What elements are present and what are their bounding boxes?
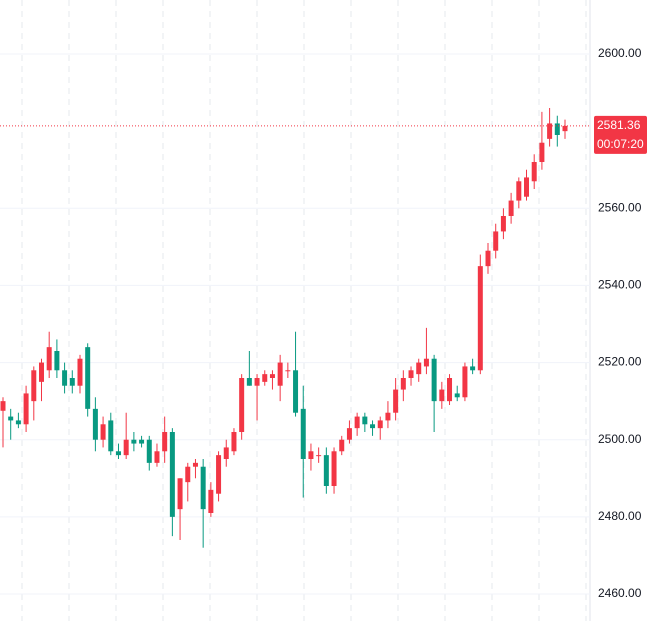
candle-body <box>139 439 145 444</box>
y-tick-label: 2520.00 <box>598 355 642 369</box>
candle-body <box>100 424 106 440</box>
candle-body <box>508 200 514 216</box>
candle-body <box>439 389 445 402</box>
y-tick-label: 2500.00 <box>598 432 642 446</box>
candle-body <box>92 408 98 440</box>
candle-body <box>362 416 368 425</box>
candle-body <box>400 378 406 390</box>
candle-body <box>423 358 429 367</box>
candle-body <box>154 451 160 463</box>
candle-body <box>0 401 6 411</box>
candle-body <box>131 439 137 444</box>
candle-body <box>15 420 21 425</box>
candle-body <box>370 424 376 429</box>
candle-body <box>254 378 260 386</box>
candle-body <box>146 439 152 463</box>
candle-body <box>331 451 337 486</box>
candle-body <box>77 358 83 386</box>
candle-body <box>169 432 175 517</box>
y-tick-label: 2480.00 <box>598 509 642 523</box>
candle-body <box>177 478 183 510</box>
candle-body <box>23 393 29 425</box>
candle-body <box>85 347 91 409</box>
candle-body <box>354 416 360 429</box>
candle-body <box>316 455 322 457</box>
candle-body <box>285 370 291 372</box>
y-tick-label: 2460.00 <box>598 586 642 600</box>
candle-body <box>123 439 129 456</box>
candle-body <box>477 266 483 371</box>
candle-body <box>223 447 229 459</box>
candle-body <box>346 428 352 440</box>
candle-body <box>547 123 553 139</box>
candle-body <box>54 351 60 371</box>
candle-body <box>231 432 237 452</box>
candle-body <box>46 347 52 371</box>
candle-body <box>185 466 191 483</box>
candle-body <box>192 462 198 467</box>
candle-body <box>62 370 68 386</box>
candle-body <box>277 362 283 386</box>
candle-body <box>377 420 383 429</box>
candle-body <box>31 370 37 402</box>
candle-body <box>246 378 252 386</box>
y-tick-label: 2540.00 <box>598 278 642 292</box>
candle-body <box>308 451 314 459</box>
y-tick-label: 2600.00 <box>598 46 642 60</box>
candle-body <box>416 362 422 375</box>
candle-body <box>8 416 14 421</box>
candle-body <box>539 142 545 162</box>
candle-body <box>524 177 530 197</box>
candle-body <box>485 250 491 267</box>
candle-body <box>323 455 329 486</box>
candle-body <box>554 123 560 135</box>
candle-body <box>216 455 222 494</box>
candle-body <box>470 366 476 371</box>
candle-body <box>385 412 391 421</box>
last-price-label: 2581.36 <box>597 118 641 132</box>
candle-body <box>300 408 306 459</box>
candle-body <box>69 378 75 386</box>
candle-body <box>500 216 506 232</box>
price-label-box <box>594 115 647 154</box>
candle-body <box>262 374 268 382</box>
candle-body <box>208 489 214 513</box>
candle-body <box>269 374 275 378</box>
y-tick-label: 2560.00 <box>598 200 642 214</box>
candle-body <box>431 358 437 402</box>
candle-body <box>293 370 299 413</box>
countdown-label: 00:07:20 <box>597 137 644 151</box>
candle-body <box>200 466 206 510</box>
candle-body <box>454 393 460 398</box>
candle-body <box>393 389 399 413</box>
candle-body <box>339 439 345 452</box>
candle-body <box>562 125 568 132</box>
candle-body <box>239 378 245 432</box>
candle-body <box>531 162 537 182</box>
candle-body <box>408 370 414 378</box>
candle-body <box>108 420 114 452</box>
candle-body <box>516 181 522 201</box>
candle-body <box>115 451 121 456</box>
candle-body <box>493 231 499 251</box>
candle-body <box>38 362 44 382</box>
candle-body <box>162 432 168 452</box>
candle-body <box>462 366 468 398</box>
candle-body <box>447 378 453 402</box>
